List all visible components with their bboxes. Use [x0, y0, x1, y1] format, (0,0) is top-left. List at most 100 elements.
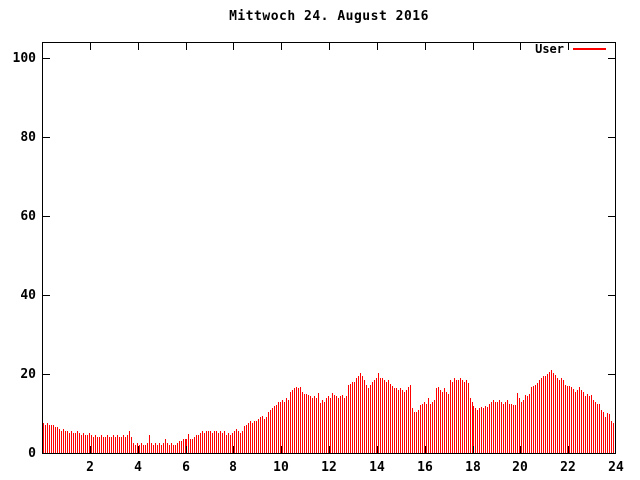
impulse-bar: [208, 431, 209, 453]
impulse-bar: [354, 382, 355, 453]
impulse-bar: [240, 433, 241, 453]
impulse-bar: [192, 439, 193, 453]
x-tick-label: 6: [182, 460, 190, 475]
impulse-bar: [473, 406, 474, 453]
impulse-bar: [567, 386, 568, 453]
impulse-bar: [390, 384, 391, 453]
impulse-bar: [426, 404, 427, 453]
impulse-bar: [256, 421, 257, 453]
impulse-bar: [101, 435, 102, 453]
impulse-bar: [609, 414, 610, 453]
impulse-bar: [318, 393, 319, 453]
impulse-bar: [188, 434, 189, 453]
impulse-bar: [330, 398, 331, 453]
impulse-bar: [366, 385, 367, 453]
impulse-bar: [316, 398, 317, 453]
impulse-bar: [603, 412, 604, 453]
impulse-bar: [113, 435, 114, 453]
impulse-bar: [442, 392, 443, 453]
impulse-bar: [181, 441, 182, 453]
impulse-bar: [200, 433, 201, 453]
impulse-bar: [597, 404, 598, 453]
impulse-bar: [374, 380, 375, 453]
impulse-bar: [607, 413, 608, 453]
impulse-bar: [507, 400, 508, 453]
impulse-bar: [511, 404, 512, 453]
impulse-bar: [356, 378, 357, 453]
impulse-bar: [149, 435, 150, 453]
impulse-bar: [344, 398, 345, 453]
impulse-bar: [133, 443, 134, 453]
impulse-bar: [382, 378, 383, 453]
impulse-bar: [157, 445, 158, 453]
impulse-bar: [198, 435, 199, 453]
x-tick-label: 12: [321, 460, 337, 475]
impulse-bar: [308, 395, 309, 453]
impulse-bar: [129, 431, 130, 453]
impulse-bar: [298, 388, 299, 453]
y-tick-label: 60: [20, 208, 36, 224]
impulse-bar: [392, 386, 393, 453]
impulse-bar: [446, 392, 447, 453]
impulse-bar: [75, 433, 76, 453]
impulse-bar: [264, 419, 265, 453]
impulse-bar: [183, 439, 184, 453]
x-tick-label: 4: [134, 460, 142, 475]
impulse-bar: [165, 439, 166, 453]
impulse-bar: [322, 400, 323, 453]
impulse-bar: [509, 404, 510, 453]
impulse-bar: [71, 431, 72, 453]
impulse-bar: [57, 427, 58, 453]
impulse-bar: [73, 433, 74, 453]
impulse-bar: [278, 402, 279, 453]
impulse-bar: [527, 396, 528, 453]
impulse-bar: [185, 439, 186, 453]
impulse-bar: [539, 380, 540, 453]
impulse-bar: [127, 435, 128, 453]
impulse-bar: [234, 431, 235, 453]
impulse-bar: [194, 437, 195, 453]
impulse-bar: [517, 393, 518, 453]
impulse-bar: [428, 398, 429, 453]
impulse-bar: [605, 417, 606, 453]
impulse-bar: [276, 405, 277, 453]
impulse-bar: [320, 403, 321, 453]
impulse-bar: [45, 425, 46, 453]
impulse-bar: [296, 387, 297, 453]
impulse-bar: [448, 394, 449, 453]
impulse-bar: [85, 435, 86, 453]
impulse-bar: [595, 402, 596, 453]
impulse-bar: [543, 376, 544, 453]
impulse-bar: [336, 396, 337, 453]
impulse-bar: [545, 376, 546, 453]
impulse-bar: [334, 395, 335, 453]
impulse-bar: [304, 394, 305, 453]
impulse-bar: [179, 441, 180, 453]
impulse-bar: [270, 410, 271, 453]
impulse-bar: [173, 445, 174, 453]
impulse-bar: [420, 405, 421, 453]
impulse-bar: [555, 375, 556, 453]
impulse-bar: [340, 396, 341, 453]
impulse-bar: [314, 396, 315, 453]
impulse-bar: [328, 396, 329, 453]
impulse-bar: [485, 406, 486, 453]
impulse-bar: [342, 395, 343, 453]
impulse-bar: [352, 382, 353, 453]
impulse-bar: [212, 433, 213, 453]
impulse-bar: [147, 443, 148, 453]
impulse-bar: [388, 380, 389, 453]
chart-title: Mittwoch 24. August 2016: [229, 9, 429, 24]
impulse-bar: [410, 385, 411, 453]
impulse-bar: [346, 396, 347, 453]
impulse-bar: [143, 445, 144, 453]
impulse-bar: [611, 421, 612, 453]
impulse-bar: [495, 402, 496, 453]
impulse-bar: [376, 378, 377, 453]
impulse-bar: [462, 380, 463, 453]
impulse-bar: [464, 382, 465, 453]
impulse-bar: [398, 390, 399, 453]
impulse-bar: [280, 402, 281, 453]
impulse-bar: [310, 396, 311, 453]
